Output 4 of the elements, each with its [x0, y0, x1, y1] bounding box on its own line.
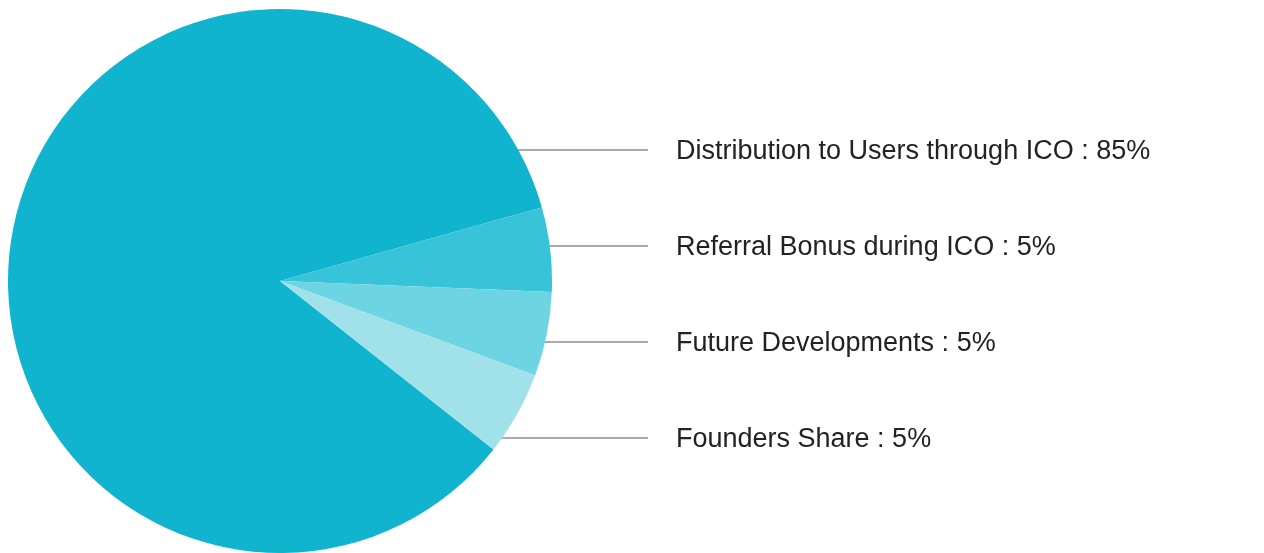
slice-label: Founders Share : 5%	[676, 423, 932, 453]
slice-label: Distribution to Users through ICO : 85%	[676, 135, 1151, 165]
slice-label: Future Developments : 5%	[676, 327, 996, 357]
slice-label: Referral Bonus during ICO : 5%	[676, 231, 1056, 261]
